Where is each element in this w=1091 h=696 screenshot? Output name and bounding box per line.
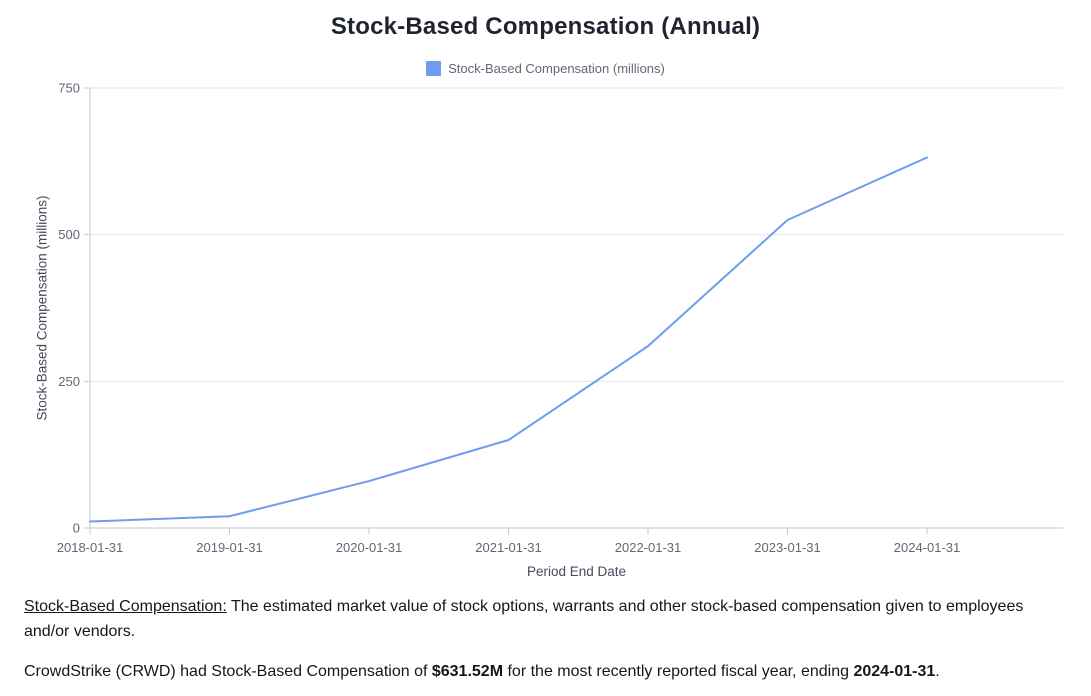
summary-suffix: . — [935, 663, 940, 680]
legend-swatch-icon — [426, 61, 442, 76]
legend-item[interactable]: Stock-Based Compensation (millions) — [0, 61, 1091, 76]
summary-date: 2024-01-31 — [853, 663, 936, 680]
summary-middle: for the most recently reported fiscal ye… — [503, 663, 854, 680]
sbc-line-chart[interactable]: 0 250 500 750 2018-01-31 2019-01-31 2020-01-31… — [0, 80, 1091, 565]
definition-text: The estimated market value of stock opti… — [24, 598, 1024, 640]
x-tick-label: 2018-01-31 — [57, 540, 124, 555]
x-axis-title: Period End Date — [526, 564, 627, 579]
footnotes: Stock-Based Compensation: The estimated … — [24, 594, 1067, 684]
x-tick-label: 2020-01-31 — [336, 540, 403, 555]
x-tick-label: 2019-01-31 — [196, 540, 263, 555]
y-tick-label: 500 — [58, 227, 80, 242]
y-tick-label: 250 — [58, 374, 80, 389]
summary-value: $631.52M — [431, 663, 504, 680]
x-tick-label: 2023-01-31 — [754, 540, 821, 555]
definition-term: Stock-Based Compensation: — [24, 598, 227, 615]
definition-paragraph: Stock-Based Compensation: The estimated … — [24, 594, 1067, 644]
sbc-series-line — [89, 156, 928, 523]
x-tick-label: 2024-01-31 — [894, 540, 961, 555]
y-axis-title: Stock-Based Compensation (millions) — [34, 195, 50, 421]
legend-label: Stock-Based Compensation (millions) — [448, 61, 665, 76]
y-tick-label: 750 — [58, 81, 80, 96]
x-tick-label: 2022-01-31 — [615, 540, 682, 555]
summary-paragraph: CrowdStrike (CRWD) had Stock-Based Compe… — [24, 659, 1067, 684]
y-tick-label: 0 — [73, 521, 80, 536]
summary-prefix: CrowdStrike (CRWD) had Stock-Based Compe… — [24, 663, 432, 680]
x-tick-label: 2021-01-31 — [475, 540, 542, 555]
chart-title: Stock-Based Compensation (Annual) — [330, 13, 761, 40]
